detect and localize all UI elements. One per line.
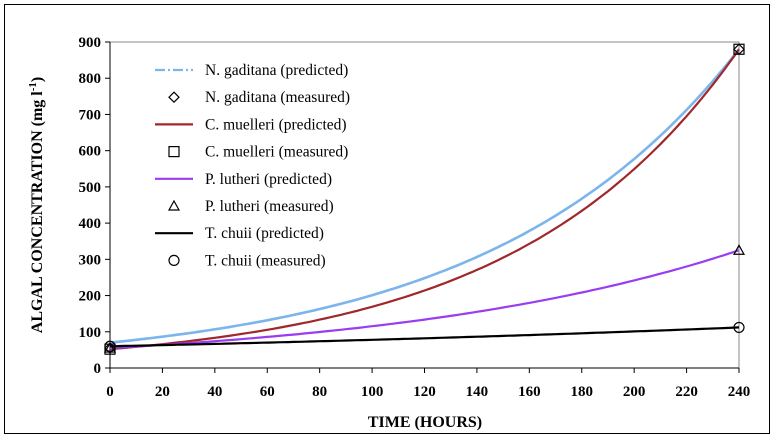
x-tick-label: 220 [675,384,698,400]
y-tick-label: 500 [79,180,102,196]
x-tick-label: 100 [361,384,384,400]
marker-circle [168,254,180,266]
x-tick-label: 240 [728,384,751,400]
series-line [109,48,740,351]
marker-square [733,43,745,55]
y-tick-label: 200 [79,289,102,305]
x-tick-label: 60 [260,384,275,400]
marker-circle [733,321,745,334]
legend-label: N. gaditana (predicted) [205,62,348,79]
marker-triangle [167,199,181,211]
chart-frame [4,4,770,434]
legend-label: C. muelleri (measured) [205,144,348,161]
y-axis-label-main: ALGAL CONCENTRATION (mg l [29,91,46,334]
y-tick-label: 0 [94,361,102,377]
marker-circle [104,340,116,352]
legend-label: P. lutheri (predicted) [205,171,332,188]
series-layer [109,48,741,351]
legend-label: T. chuii (predicted) [205,225,324,242]
x-axis-label: TIME (HOURS) [368,414,482,431]
y-axis-label-superscript: -1 [27,82,39,91]
legend: N. gaditana (predicted) N. gaditana (meas… [155,62,350,269]
marker-diamond [168,91,180,104]
marker-layer [103,43,746,355]
plot-area [105,41,740,373]
y-tick-label: 400 [79,216,102,232]
x-tick-label: 20 [155,384,170,400]
marker-diamond [104,342,116,354]
y-tick-label: 900 [79,35,102,51]
y-axis-label-close: ) [29,77,46,82]
series-line [109,48,741,344]
y-tick-label: 700 [79,107,102,123]
x-tick-label: 140 [466,384,489,400]
x-tick-label: 0 [106,384,114,400]
series-line [109,249,740,350]
x-tick-label: 80 [312,384,327,400]
series-line [109,326,740,348]
tick-labels: 0 20 40 60 80 100 120 140 160 180 200 220 240 0 100 200… [79,35,751,400]
legend-label: C. muelleri (predicted) [205,116,347,133]
legend-label: P. lutheri (measured) [205,198,334,215]
x-tick-label: 160 [518,384,541,400]
x-tick-label: 180 [571,384,594,400]
marker-triangle [732,244,746,255]
x-tick-label: 200 [623,384,646,400]
y-tick-label: 600 [79,144,102,160]
y-tick-label: 300 [79,252,102,268]
y-tick-label: 100 [79,325,102,341]
y-tick-label: 800 [79,71,102,87]
x-tick-label: 120 [413,384,436,400]
legend-label: T. chuii (measured) [205,252,326,269]
marker-triangle [103,341,117,353]
y-axis-label: ALGAL CONCENTRATION (mg l-1) [27,77,46,333]
legend-label: N. gaditana (measured) [205,89,350,106]
marker-square [168,146,180,158]
x-tick-label: 40 [207,384,222,400]
